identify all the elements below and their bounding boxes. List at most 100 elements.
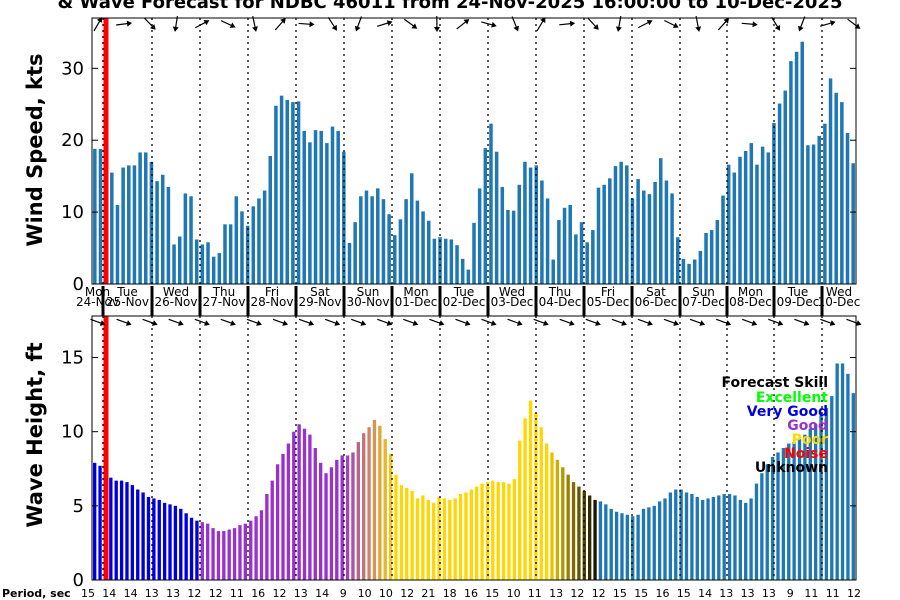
wind-speed-bar (613, 166, 618, 284)
arrow-head (513, 25, 520, 32)
wind-speed-bar (732, 172, 737, 284)
wind-speed-bar (166, 186, 171, 284)
period-value: 9 (340, 587, 347, 600)
direction-arrow (327, 16, 337, 31)
period-value: 18 (443, 587, 457, 600)
wind-speed-bar (574, 234, 578, 284)
wave-height-bar (550, 452, 554, 580)
wave-height-bar (200, 522, 204, 580)
direction-arrow (246, 318, 262, 326)
day-date-label: 05-Dec (587, 295, 630, 309)
arrow-head (331, 24, 337, 31)
wave-height-bar (93, 462, 97, 580)
wave-height-bar (168, 504, 172, 580)
wave-height-bar (146, 496, 151, 580)
wave-height-bar (765, 464, 769, 580)
direction-arrow (354, 16, 362, 32)
arrow-head (96, 17, 103, 23)
day-date-label: 25-Nov (106, 295, 149, 309)
wave-height-bar (394, 474, 398, 580)
wave-height-bar (679, 489, 683, 580)
day-of-week-label: Mon (738, 285, 763, 299)
wind-speed-bar (330, 126, 335, 284)
wave-height-bar (238, 525, 242, 580)
arrow-head (752, 21, 758, 28)
wind-speed-bar (409, 173, 414, 284)
wind-speed-bar (325, 143, 329, 284)
period-labels: 15 14 14 13 13 12 12 11 16 12 13 14 9 10 10 12 21 18 16 15 1… (81, 587, 861, 600)
day-of-week-label: Fri (601, 285, 615, 299)
wind-speed-bar (743, 151, 748, 284)
wind-speed-bar (800, 41, 804, 284)
wind-speed-bar (755, 164, 759, 284)
direction-arrow (172, 16, 179, 32)
arrow-head (172, 26, 179, 32)
wave-height-bar (523, 418, 527, 580)
wind-speed-bar (789, 61, 793, 284)
period-value: 14 (698, 587, 712, 600)
wind-speed-bar (811, 144, 816, 284)
wave-height-bar (738, 499, 742, 580)
direction-arrow (324, 318, 341, 326)
y-tick-label: 20 (61, 130, 84, 151)
wind-speed-bar (749, 143, 754, 284)
day-date-label: 29-Nov (298, 295, 341, 309)
direction-arrow (741, 318, 758, 326)
wave-height-bar (356, 442, 360, 580)
wind-speed-bar (647, 194, 652, 284)
wave-height-bar (668, 492, 673, 580)
period-value: 12 (209, 587, 223, 600)
arrow-head (829, 20, 836, 27)
wind-speed-bar (144, 152, 148, 284)
wind-speed-bar (817, 135, 821, 284)
wave-height-bar (227, 529, 231, 580)
period-value: 12 (187, 587, 201, 600)
wind-speed-bar (234, 196, 239, 284)
wind-speed-bar (534, 165, 539, 284)
wave-height-bar (335, 459, 339, 580)
period-axis-label: Period, sec (2, 587, 71, 600)
y-tick-label: 30 (61, 58, 84, 79)
day-date-label: 26-Nov (154, 295, 197, 309)
wind-speed-bar (726, 164, 731, 284)
direction-arrow (144, 17, 156, 30)
wave-height-bar (421, 495, 425, 580)
wave-height-bar (846, 373, 850, 580)
wave-height-bar (754, 483, 759, 580)
direction-arrow (116, 318, 132, 326)
direction-arrow (511, 16, 520, 32)
wave-height-bar (674, 489, 678, 580)
day-of-week-label: Sun (357, 285, 380, 299)
wave-height-bar (372, 419, 377, 580)
wind-speed-bar (177, 236, 182, 284)
wave-height-bar (803, 434, 807, 580)
wave-height-bar (383, 439, 387, 580)
direction-arrow (717, 18, 730, 31)
direction-arrows (93, 15, 861, 32)
arrow-head (854, 23, 861, 29)
wind-speed-bar (489, 123, 493, 285)
wave-height-bar (824, 407, 829, 580)
wave-height-bar (700, 499, 705, 580)
wave-height-bar (609, 508, 613, 580)
direction-arrow (194, 19, 210, 29)
wind-speed-bar (115, 204, 120, 284)
wind-speed-bar (194, 239, 199, 284)
arrow-head (411, 23, 418, 29)
wind-y-axis-label: Wind Speed, kts (23, 53, 47, 246)
wind-speed-bar (472, 222, 476, 284)
wave-height-bar (539, 427, 543, 580)
period-value: 11 (804, 587, 818, 600)
legend-title: Forecast Skill (722, 375, 828, 391)
arrow-head (256, 320, 262, 326)
wave-height-bar (792, 442, 796, 580)
arrow-head (774, 24, 781, 31)
wind-speed-bar (596, 187, 601, 284)
wave-height-bar (119, 480, 124, 580)
wave-height-bar (577, 486, 581, 580)
arrow-head (593, 24, 599, 30)
period-value: 11 (230, 587, 244, 600)
direction-arrow (220, 20, 236, 28)
wave-height-bar (733, 495, 737, 580)
wave-height-bar (410, 491, 414, 580)
